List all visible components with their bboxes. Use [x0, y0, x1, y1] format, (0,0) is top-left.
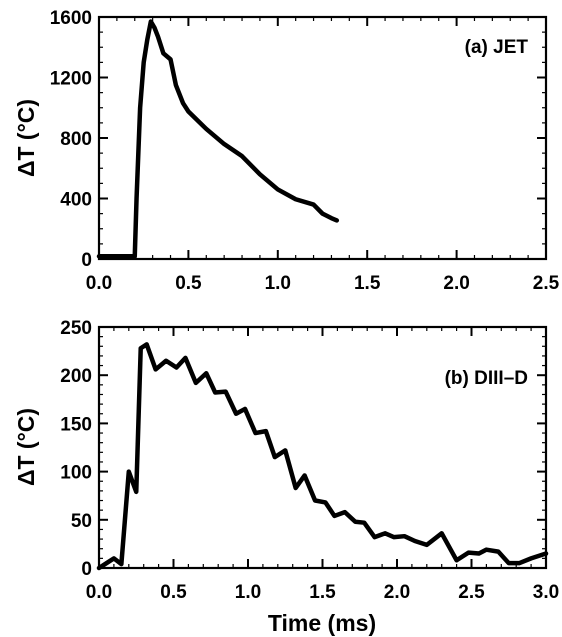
y-tick-label: 100: [60, 463, 92, 484]
x-axis-label: Time (ms): [268, 610, 376, 636]
y-tick-label: 800: [60, 129, 92, 150]
x-tick-label: 0.0: [86, 582, 112, 603]
y-tick-label: 1200: [50, 69, 92, 90]
x-tick-label: 0.5: [160, 582, 187, 603]
panel-annotation: (b) DIII–D: [445, 368, 528, 389]
x-tick-label: 1.0: [265, 273, 291, 294]
x-tick-label: 2.0: [384, 582, 410, 603]
y-axis-label: ΔT (°C): [13, 408, 39, 486]
x-tick-label: 2.0: [443, 273, 469, 294]
x-tick-label: 1.0: [235, 582, 261, 603]
panel-annotation: (a) JET: [465, 37, 529, 58]
series-line: [96, 19, 340, 259]
y-tick-label: 400: [60, 190, 92, 211]
x-tick-label: 1.5: [309, 582, 336, 603]
y-tick-label: 1600: [50, 8, 92, 29]
panel-a-jet: 0.0 0.5 1.0 1.5 2.0 2.5 0 400 800 1200 1600 (a) JET…: [13, 8, 560, 294]
x-tick-label: 1.5: [354, 273, 381, 294]
x-tick-label: 2.5: [458, 582, 485, 603]
x-tick-label: 0.5: [175, 273, 202, 294]
series-line: [96, 342, 549, 571]
x-tick-label: 0.0: [86, 273, 112, 294]
y-tick-label: 0: [81, 250, 92, 271]
x-tick-label: 2.5: [533, 273, 560, 294]
y-tick-label: 50: [71, 511, 92, 532]
y-axis-label: ΔT (°C): [13, 99, 39, 177]
x-tick-label: 3.0: [533, 582, 559, 603]
y-tick-label: 150: [60, 414, 92, 435]
y-tick-label: 0: [81, 559, 92, 580]
panel-b-diii-d: 0.0 0.5 1.0 1.5 2.0 2.5 3.0 0 50 100 150 200 250 (b) …: [13, 318, 559, 636]
y-tick-label: 250: [60, 318, 92, 339]
y-tick-label: 200: [60, 366, 92, 387]
